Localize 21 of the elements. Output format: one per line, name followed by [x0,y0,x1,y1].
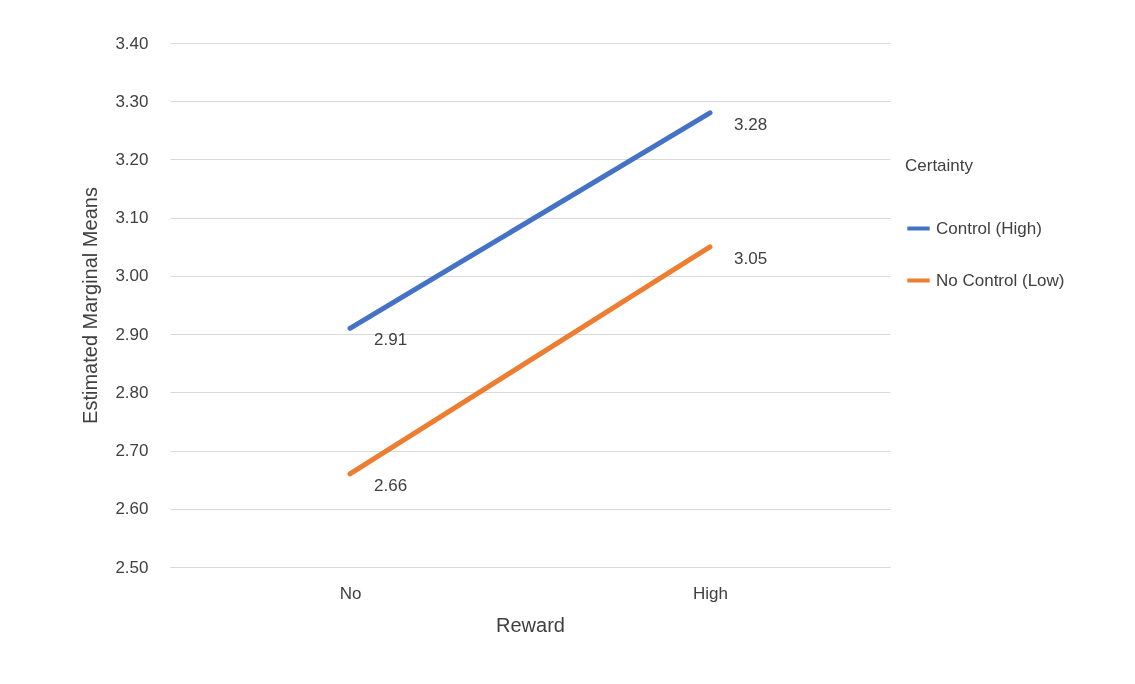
legend-label: Control (High) [936,218,1042,238]
y-tick-label: 2.70 [115,441,149,461]
x-tick-label: High [693,583,728,603]
x-tick-label: No [339,583,362,603]
data-label: 3.05 [734,248,768,268]
y-tick-label: 2.90 [115,324,149,344]
y-tick-label: 2.50 [115,557,149,577]
y-tick-label: 3.40 [115,33,149,53]
y-tick-label: 3.00 [115,266,149,286]
x-axis-title: Reward [496,613,565,636]
data-label: 2.66 [374,475,408,495]
legend-title: Certainty [905,156,974,175]
y-tick-label: 3.30 [115,91,149,111]
y-tick-label: 3.20 [115,149,149,169]
data-label: 3.28 [734,114,768,134]
data-label: 2.91 [374,330,408,350]
y-tick-label: 2.60 [115,499,149,519]
y-tick-label: 2.80 [115,382,149,402]
legend-label: No Control (Low) [936,270,1065,290]
y-tick-label: 3.10 [115,208,149,228]
y-axis-title: Estimated Marginal Means [79,187,102,424]
